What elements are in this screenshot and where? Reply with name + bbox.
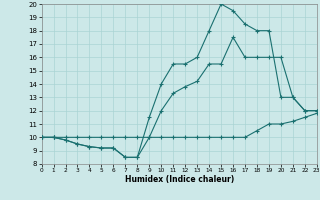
X-axis label: Humidex (Indice chaleur): Humidex (Indice chaleur) <box>124 175 234 184</box>
